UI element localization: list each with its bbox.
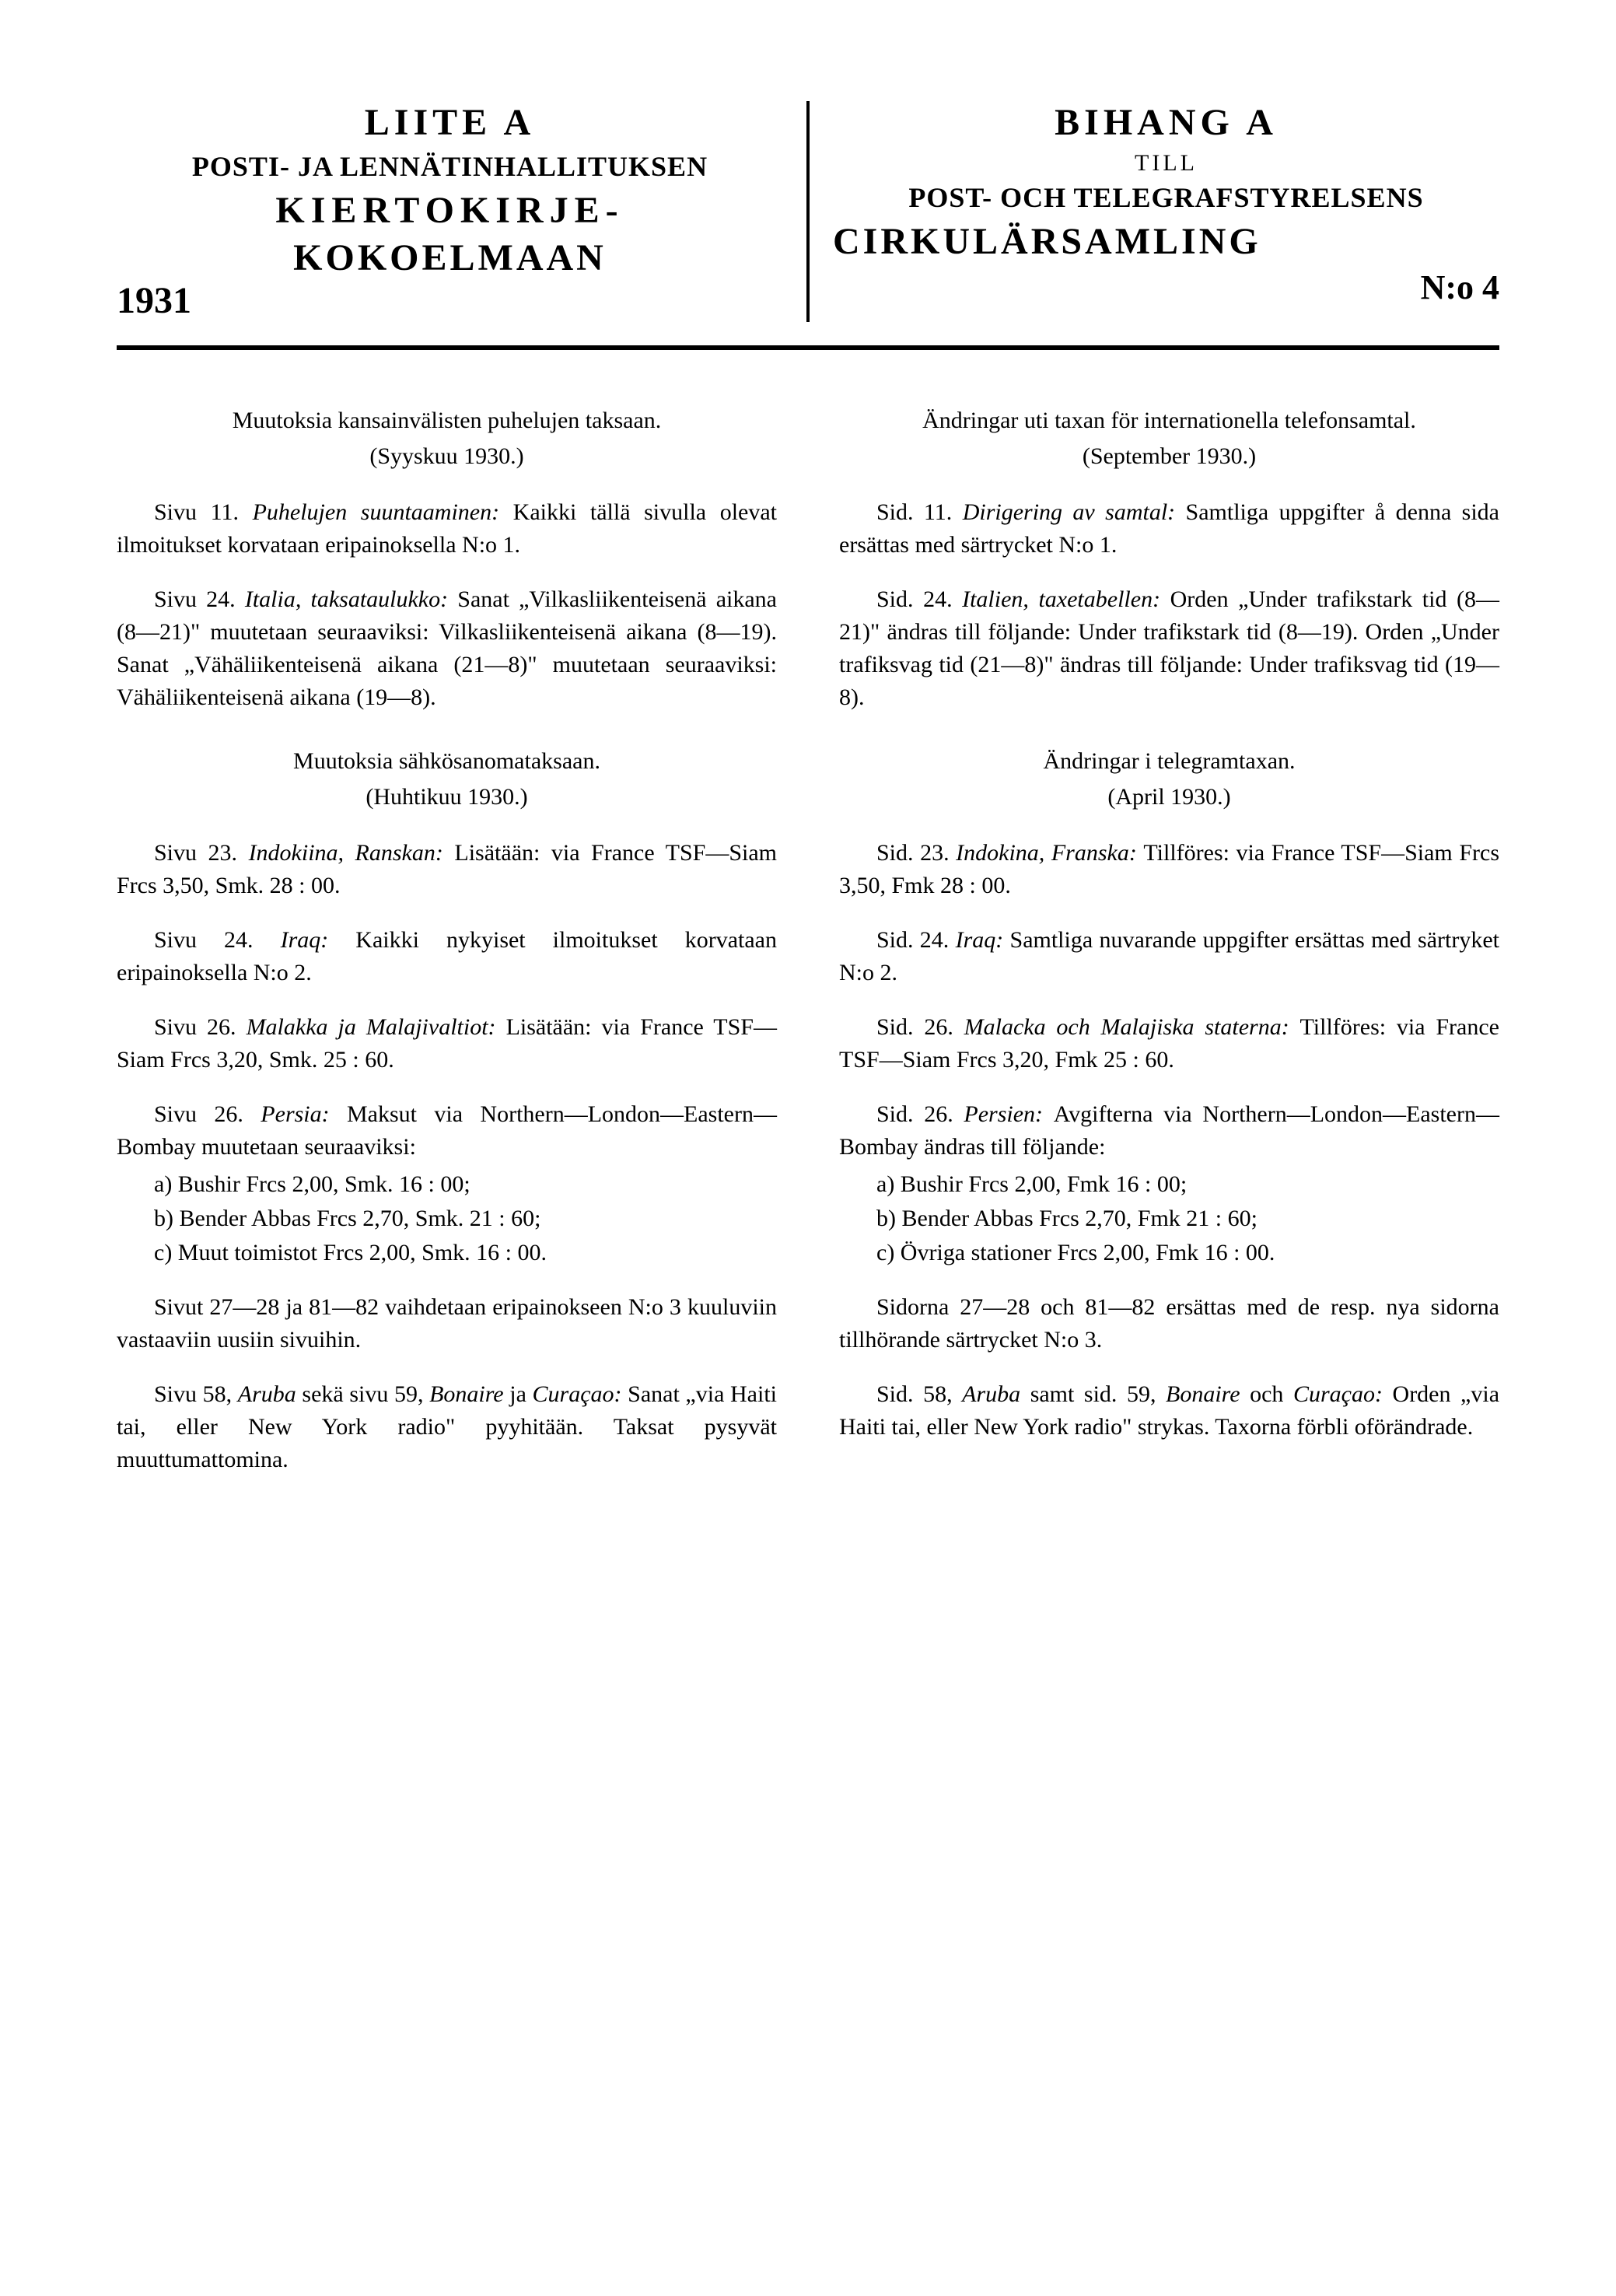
left-p8a: Sivu 58, xyxy=(154,1381,238,1407)
header-right-bottom-row: CIRKULÄRSAMLING xyxy=(833,220,1499,268)
right-p1b: Dirigering av samtal: xyxy=(963,499,1186,525)
right-sec1-title: Ändringar uti taxan för internationella … xyxy=(839,404,1499,437)
right-p3: Sid. 23. Indokina, Franska: Tillföres: v… xyxy=(839,837,1499,902)
left-p3a: Sivu 23. xyxy=(154,840,249,866)
right-p7: Sidorna 27—28 och 81—82 ersättas med de … xyxy=(839,1291,1499,1356)
right-p8: Sid. 58, Aruba samt sid. 59, Bonaire och… xyxy=(839,1378,1499,1444)
header-left-line1: LIITE A xyxy=(117,101,783,144)
header-row: LIITE A POSTI- JA LENNÄTINHALLITUKSEN KI… xyxy=(117,101,1499,350)
left-l3: c) Muut toimistot Frcs 2,00, Smk. 16 : 0… xyxy=(117,1237,777,1269)
right-p1a: Sid. 11. xyxy=(876,499,963,525)
right-sec1-sub: (September 1930.) xyxy=(839,440,1499,473)
left-p2b: Italia, taksataulukko: xyxy=(245,586,457,612)
header-right-line1: BIHANG A xyxy=(833,101,1499,144)
right-l1: a) Bushir Frcs 2,00, Fmk 16 : 00; xyxy=(839,1168,1499,1201)
right-p6b: Persien: xyxy=(964,1101,1053,1127)
left-column: Muutoksia kansainvälisten puhelujen taks… xyxy=(117,404,777,1507)
header-right-line3: CIRKULÄRSAMLING xyxy=(833,220,1261,263)
left-p4a: Sivu 24. xyxy=(154,927,281,953)
left-l2: b) Bender Abbas Frcs 2,70, Smk. 21 : 60; xyxy=(117,1202,777,1235)
left-p2a: Sivu 24. xyxy=(154,586,245,612)
header-right-nro: N:o 4 xyxy=(1421,268,1499,307)
left-p6a: Sivu 26. xyxy=(154,1101,261,1127)
right-l2: b) Bender Abbas Frcs 2,70, Fmk 21 : 60; xyxy=(839,1202,1499,1235)
left-l1: a) Bushir Frcs 2,00, Smk. 16 : 00; xyxy=(117,1168,777,1201)
right-column: Ändringar uti taxan för internationella … xyxy=(839,404,1499,1507)
right-p4: Sid. 24. Iraq: Samtliga nuvarande uppgif… xyxy=(839,924,1499,989)
left-p8b: Aruba xyxy=(238,1381,303,1407)
left-p8e: ja xyxy=(509,1381,532,1407)
right-p2a: Sid. 24. xyxy=(876,586,962,612)
right-sec2-title: Ändringar i telegramtaxan. xyxy=(839,745,1499,778)
left-p8f: Curaçao: xyxy=(533,1381,628,1407)
left-p1a: Sivu 11. xyxy=(154,499,253,525)
right-p8c: samt sid. 59, xyxy=(1030,1381,1166,1407)
right-p2: Sid. 24. Italien, taxetabellen: Orden „U… xyxy=(839,583,1499,714)
left-p4: Sivu 24. Iraq: Kaikki nykyiset ilmoituks… xyxy=(117,924,777,989)
right-p5: Sid. 26. Malacka och Malajiska staterna:… xyxy=(839,1011,1499,1076)
left-section-2: Muutoksia sähkösanomataksaan. (Huhtikuu … xyxy=(117,745,777,1476)
header-right-line2: POST- OCH TELEGRAFSTYRELSENS xyxy=(833,181,1499,214)
header-left-year: 1931 xyxy=(117,279,191,322)
left-section-1: Muutoksia kansainvälisten puhelujen taks… xyxy=(117,404,777,714)
right-p6: Sid. 26. Persien: Avgifterna via Norther… xyxy=(839,1098,1499,1164)
right-p5b: Malacka och Malajiska staterna: xyxy=(964,1014,1300,1040)
right-sec2-sub: (April 1930.) xyxy=(839,781,1499,814)
left-sec2-sub: (Huhtikuu 1930.) xyxy=(117,781,777,814)
left-p7: Sivut 27—28 ja 81—82 vaihdetaan eripaino… xyxy=(117,1291,777,1356)
left-p3b: Indokiina, Ranskan: xyxy=(249,840,455,866)
left-p5: Sivu 26. Malakka ja Malajivaltiot: Lisät… xyxy=(117,1011,777,1076)
left-sec1-sub: (Syyskuu 1930.) xyxy=(117,440,777,473)
header-left-year-row: 1931 xyxy=(117,279,783,322)
right-p8b: Aruba xyxy=(962,1381,1030,1407)
document-page: LIITE A POSTI- JA LENNÄTINHALLITUKSEN KI… xyxy=(0,0,1616,2296)
left-p8: Sivu 58, Aruba sekä sivu 59, Bonaire ja … xyxy=(117,1378,777,1476)
header-left-line3: KIERTOKIRJE- xyxy=(117,189,783,232)
right-p4b: Iraq: xyxy=(956,927,1010,953)
right-p8d: Bonaire xyxy=(1166,1381,1250,1407)
right-p8e: och xyxy=(1250,1381,1293,1407)
right-section-2: Ändringar i telegramtaxan. (April 1930.)… xyxy=(839,745,1499,1444)
left-sec2-title: Muutoksia sähkösanomataksaan. xyxy=(117,745,777,778)
left-p8d: Bonaire xyxy=(429,1381,509,1407)
left-p4b: Iraq: xyxy=(281,927,356,953)
header-right-till: TILL xyxy=(833,150,1499,177)
left-p2: Sivu 24. Italia, taksataulukko: Sanat „V… xyxy=(117,583,777,714)
header-left: LIITE A POSTI- JA LENNÄTINHALLITUKSEN KI… xyxy=(117,101,810,322)
left-p6b: Persia: xyxy=(261,1101,347,1127)
right-p2b: Italien, taxetabellen: xyxy=(962,586,1170,612)
right-l3: c) Övriga stationer Frcs 2,00, Fmk 16 : … xyxy=(839,1237,1499,1269)
right-p5a: Sid. 26. xyxy=(876,1014,964,1040)
header-right-nro-row: N:o 4 xyxy=(833,268,1499,307)
right-p3b: Indokina, Franska: xyxy=(956,840,1143,866)
body-columns: Muutoksia kansainvälisten puhelujen taks… xyxy=(117,404,1499,1507)
header-left-line4: KOKOELMAAN xyxy=(117,236,783,279)
left-p1b: Puhelujen suuntaaminen: xyxy=(253,499,513,525)
left-p5b: Malakka ja Malajivaltiot: xyxy=(247,1014,506,1040)
right-p8a: Sid. 58, xyxy=(876,1381,962,1407)
left-p5a: Sivu 26. xyxy=(154,1014,247,1040)
left-p8c: sekä sivu 59, xyxy=(302,1381,429,1407)
header-right: BIHANG A TILL POST- OCH TELEGRAFSTYRELSE… xyxy=(810,101,1499,322)
right-p4a: Sid. 24. xyxy=(876,927,956,953)
right-section-1: Ändringar uti taxan för internationella … xyxy=(839,404,1499,714)
right-p8f: Curaçao: xyxy=(1293,1381,1393,1407)
left-p1: Sivu 11. Puhelujen suuntaaminen: Kaikki … xyxy=(117,496,777,562)
left-p3: Sivu 23. Indokiina, Ranskan: Lisätään: v… xyxy=(117,837,777,902)
right-p3a: Sid. 23. xyxy=(876,840,956,866)
left-sec1-title: Muutoksia kansainvälisten puhelujen taks… xyxy=(117,404,777,437)
left-p6: Sivu 26. Persia: Maksut via Northern—Lon… xyxy=(117,1098,777,1164)
header-left-line2: POSTI- JA LENNÄTINHALLITUKSEN xyxy=(117,150,783,183)
right-p1: Sid. 11. Dirigering av samtal: Samtliga … xyxy=(839,496,1499,562)
right-p6a: Sid. 26. xyxy=(876,1101,964,1127)
